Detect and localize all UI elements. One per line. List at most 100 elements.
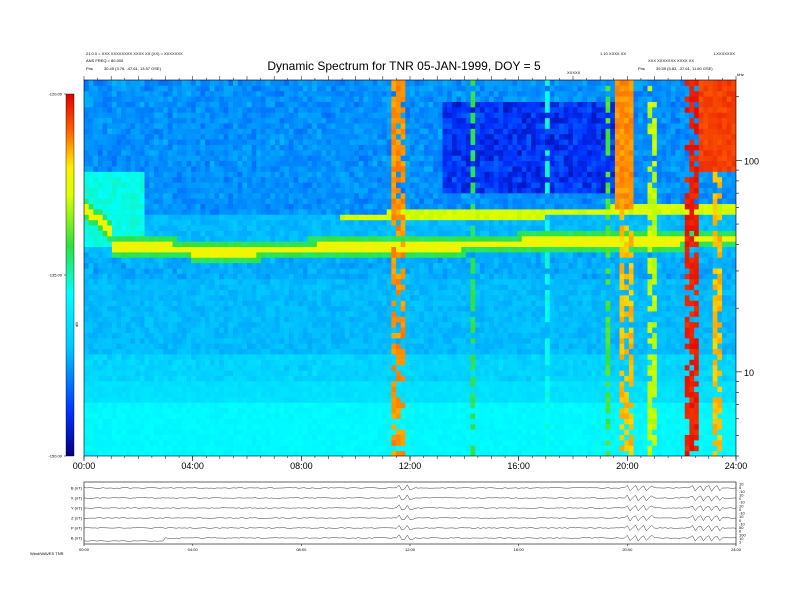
spectrogram-cell bbox=[312, 182, 318, 188]
spectrogram-cell bbox=[116, 439, 122, 446]
spectrogram-cell bbox=[247, 268, 253, 274]
spectrogram-cell bbox=[139, 413, 146, 419]
spectrogram-cell bbox=[88, 90, 94, 97]
spectrogram-cell bbox=[312, 386, 318, 393]
spectrogram-cell bbox=[396, 112, 402, 119]
spectrogram-cell bbox=[265, 294, 271, 301]
spectrogram-cell bbox=[405, 343, 411, 350]
spectrogram-cell bbox=[279, 364, 285, 371]
spectrogram-cell bbox=[130, 165, 136, 172]
spectrogram-cell bbox=[405, 192, 411, 199]
spectrogram-cell bbox=[172, 246, 178, 253]
spectrogram-cell bbox=[368, 139, 374, 145]
spectrogram-cell bbox=[396, 225, 402, 231]
spectrogram-cell bbox=[237, 262, 243, 269]
spectrogram-cell bbox=[93, 359, 99, 366]
spectrogram-cell bbox=[326, 106, 332, 113]
spectrogram-cell bbox=[279, 176, 285, 183]
spectrogram-cell bbox=[186, 96, 192, 102]
spectrogram-cell bbox=[158, 380, 164, 387]
spectrogram-cell bbox=[153, 391, 160, 398]
spectrogram-cell bbox=[93, 230, 99, 237]
spectrogram-cell bbox=[251, 262, 257, 269]
spectrogram-cell bbox=[284, 321, 290, 328]
spectrogram-cell bbox=[270, 418, 276, 425]
spectrogram-cell bbox=[116, 208, 122, 215]
spectrogram-cell bbox=[410, 149, 416, 156]
spectrogram-cell bbox=[116, 128, 122, 135]
spectrogram-cell bbox=[214, 321, 220, 328]
spectrogram-cell bbox=[358, 375, 364, 382]
spectrogram-cell bbox=[340, 257, 346, 264]
spectrogram-cell bbox=[307, 278, 313, 285]
spectrogram-cell bbox=[391, 434, 397, 441]
spectrogram-cell bbox=[326, 128, 332, 135]
spectrogram-cell bbox=[340, 450, 346, 456]
spectrogram-cell bbox=[209, 192, 215, 199]
spectrogram-cell bbox=[205, 165, 211, 172]
spectrogram-cell bbox=[358, 343, 364, 350]
spectrogram-cell bbox=[153, 182, 160, 188]
spectrogram-cell bbox=[260, 316, 267, 323]
spectrogram-cell bbox=[228, 418, 234, 425]
spectrogram-cell bbox=[181, 80, 187, 86]
spectrogram-cell bbox=[302, 332, 309, 339]
spectrogram-cell bbox=[125, 391, 132, 398]
spectrogram-cell bbox=[181, 192, 187, 199]
spectrogram-cell bbox=[298, 214, 304, 221]
spectrogram-cell bbox=[144, 128, 150, 135]
spectrogram-cell bbox=[177, 187, 183, 194]
spectrogram-cell bbox=[344, 155, 350, 162]
spectrogram-cell bbox=[312, 278, 318, 285]
spectrogram-cell bbox=[205, 128, 211, 135]
spectrogram-cell bbox=[382, 359, 388, 366]
spectrogram-cell bbox=[228, 396, 234, 403]
spectrogram-cell bbox=[354, 182, 360, 188]
spectrogram-cell bbox=[382, 198, 388, 205]
spectrogram-cell bbox=[149, 246, 155, 253]
spectrogram-cell bbox=[247, 418, 253, 425]
spectrogram-cell bbox=[396, 80, 402, 86]
spectrogram-cell bbox=[167, 122, 173, 129]
spectrogram-cell bbox=[400, 149, 406, 156]
spectrogram-cell bbox=[88, 445, 94, 452]
spectrogram-cell bbox=[186, 219, 192, 226]
spectrogram-cell bbox=[368, 112, 374, 119]
spectrogram-cell bbox=[158, 203, 164, 210]
spectrogram-cell bbox=[107, 273, 113, 280]
spectrogram-cell bbox=[177, 337, 183, 344]
spectrogram-cell bbox=[116, 80, 122, 86]
spectrogram-cell bbox=[167, 353, 173, 360]
spectrogram-cell bbox=[195, 176, 201, 183]
spectrogram-cell bbox=[242, 165, 248, 172]
spectrogram-cell bbox=[172, 144, 178, 151]
spectrogram-cell bbox=[358, 332, 364, 339]
spectrogram-cell bbox=[158, 310, 164, 317]
spectrogram-cell bbox=[265, 289, 271, 296]
spectrogram-cell bbox=[270, 380, 276, 387]
spectrogram-cell bbox=[191, 353, 197, 360]
spectrogram-cell bbox=[288, 289, 295, 296]
spectrogram-cell bbox=[256, 225, 262, 231]
spectrogram-cell bbox=[307, 176, 313, 183]
spectrogram-cell bbox=[288, 182, 295, 188]
spectrogram-cell bbox=[321, 423, 327, 430]
spectrogram-cell bbox=[158, 402, 164, 409]
spectrogram-cell bbox=[214, 413, 220, 419]
spectrogram-cell bbox=[321, 241, 327, 248]
spectrogram-cell bbox=[363, 251, 369, 258]
spectrogram-cell bbox=[344, 278, 350, 285]
spectrogram-cell bbox=[205, 305, 211, 312]
spectrogram-cell bbox=[335, 241, 341, 248]
spectrogram-cell bbox=[125, 289, 132, 296]
spectrogram-cell bbox=[251, 273, 257, 280]
spectrogram-cell bbox=[354, 122, 360, 129]
spectrogram-cell bbox=[172, 268, 178, 274]
spectrogram-cell bbox=[410, 348, 416, 355]
spectrogram-cell bbox=[372, 305, 378, 312]
spectrogram-cell bbox=[284, 391, 290, 398]
spectrogram-cell bbox=[209, 262, 215, 269]
spectrogram-cell bbox=[312, 310, 318, 317]
spectrogram-cell bbox=[270, 278, 276, 285]
spectrogram-cell bbox=[181, 262, 187, 269]
